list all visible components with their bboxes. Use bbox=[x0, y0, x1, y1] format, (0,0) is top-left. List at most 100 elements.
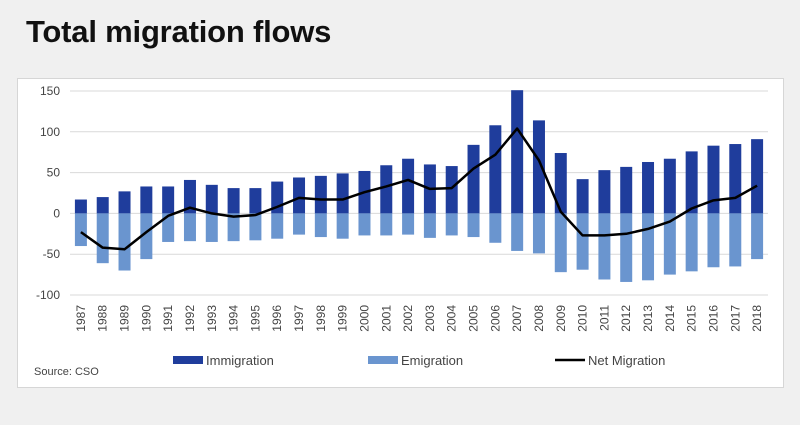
x-tick-label: 2009 bbox=[554, 305, 568, 332]
immigration-bar bbox=[445, 166, 458, 214]
x-tick-label: 2004 bbox=[445, 305, 459, 332]
immigration-bar bbox=[336, 173, 349, 214]
x-tick-label: 2008 bbox=[532, 305, 546, 332]
immigration-bar bbox=[314, 175, 327, 214]
emigration-bar bbox=[205, 213, 218, 242]
x-tick-label: 1993 bbox=[205, 305, 219, 332]
page-title: Total migration flows bbox=[26, 14, 332, 49]
x-tick-label: 2012 bbox=[619, 305, 633, 332]
x-tick-label: 1994 bbox=[227, 305, 241, 332]
chart-card: 150 100 50 0 -50 -100 1987 1988 1989 1990 1991 199… bbox=[17, 78, 784, 388]
x-tick-label: 2011 bbox=[597, 305, 611, 331]
x-tick-label: 2001 bbox=[379, 305, 393, 332]
y-tick-label: 100 bbox=[40, 125, 60, 139]
immigration-bar bbox=[205, 184, 218, 214]
emigration-bar bbox=[293, 213, 306, 235]
emigration-bar bbox=[620, 213, 633, 282]
emigration-bar bbox=[532, 213, 545, 254]
emigration-bar bbox=[358, 213, 371, 236]
immigration-bar bbox=[663, 158, 676, 214]
x-tick-label: 1998 bbox=[314, 305, 328, 332]
emigration-bar bbox=[751, 213, 764, 260]
x-tick-label: 1997 bbox=[292, 305, 306, 332]
emigration-bar bbox=[183, 213, 196, 242]
x-tick-label: 2005 bbox=[467, 305, 481, 332]
x-tick-label: 2013 bbox=[641, 305, 655, 332]
x-tick-label: 1995 bbox=[248, 305, 262, 332]
emigration-bar bbox=[663, 213, 676, 275]
emigration-bar bbox=[467, 213, 480, 238]
immigration-bar bbox=[489, 125, 502, 214]
immigration-bar bbox=[140, 186, 153, 214]
x-tick-label: 2002 bbox=[401, 305, 415, 332]
immigration-bar bbox=[598, 170, 611, 214]
x-tick-label: 1990 bbox=[139, 305, 153, 332]
y-tick-label: 0 bbox=[53, 206, 60, 220]
x-tick-label: 2000 bbox=[357, 305, 371, 332]
y-tick-label: 50 bbox=[47, 166, 61, 180]
immigration-bar bbox=[511, 90, 524, 214]
immigration-bar bbox=[620, 166, 633, 214]
x-tick-label: 1989 bbox=[118, 305, 132, 332]
immigration-bar bbox=[751, 139, 764, 214]
net-migration-line bbox=[80, 127, 758, 251]
x-tick-label: 2018 bbox=[750, 305, 764, 332]
emigration-bar bbox=[489, 213, 502, 243]
emigration-bar bbox=[598, 213, 611, 280]
x-tick-label: 2003 bbox=[423, 305, 437, 332]
immigration-bar bbox=[183, 179, 196, 214]
immigration-bar bbox=[380, 165, 393, 214]
legend-swatch-emigration bbox=[368, 356, 398, 364]
migration-chart: 150 100 50 0 -50 -100 1987 1988 1989 1990 1991 199… bbox=[36, 84, 768, 368]
y-tick-label: -100 bbox=[36, 288, 60, 302]
legend-label-net-migration: Net Migration bbox=[588, 353, 665, 368]
source-note: Source: CSO bbox=[34, 366, 99, 378]
emigration-bar bbox=[380, 213, 393, 236]
emigration-bar bbox=[402, 213, 415, 235]
emigration-bar bbox=[249, 213, 262, 241]
x-tick-label: 2010 bbox=[576, 305, 590, 332]
immigration-bar bbox=[227, 188, 240, 214]
immigration-bar bbox=[96, 197, 109, 214]
emigration-bar bbox=[118, 213, 131, 271]
x-tick-label: 1999 bbox=[336, 305, 350, 332]
legend-swatch-immigration bbox=[173, 356, 203, 364]
immigration-bar bbox=[402, 158, 415, 214]
y-tick-label: 150 bbox=[40, 84, 60, 98]
immigration-bar bbox=[162, 186, 175, 214]
immigration-bar bbox=[642, 161, 655, 214]
immigration-bar bbox=[293, 177, 306, 214]
x-tick-label: 2006 bbox=[488, 305, 502, 332]
emigration-bar bbox=[227, 213, 240, 242]
emigration-bar bbox=[74, 213, 87, 247]
x-tick-label: 2007 bbox=[510, 305, 524, 332]
immigration-bar bbox=[554, 153, 567, 214]
emigration-bar bbox=[423, 213, 436, 238]
immigration-bar bbox=[118, 191, 131, 214]
emigration-bar bbox=[314, 213, 327, 238]
immigration-bar bbox=[576, 179, 589, 214]
emigration-bar bbox=[707, 213, 720, 268]
immigration-bar bbox=[249, 188, 262, 214]
y-tick-label: -50 bbox=[43, 247, 61, 261]
emigration-bar bbox=[271, 213, 284, 239]
immigration-bar bbox=[532, 120, 545, 214]
immigration-bar bbox=[74, 199, 87, 214]
immigration-bar bbox=[729, 144, 742, 214]
emigration-bar bbox=[336, 213, 349, 239]
x-tick-label: 1987 bbox=[74, 305, 88, 332]
legend-label-emigration: Emigration bbox=[401, 353, 463, 368]
x-tick-label: 1991 bbox=[161, 305, 175, 332]
x-tick-label: 1988 bbox=[96, 305, 110, 332]
emigration-bar bbox=[685, 213, 698, 272]
immigration-bar bbox=[685, 151, 698, 214]
emigration-bar bbox=[554, 213, 567, 273]
emigration-bar bbox=[445, 213, 458, 236]
emigration-bar bbox=[729, 213, 742, 267]
x-tick-label: 1992 bbox=[183, 305, 197, 332]
immigration-bar bbox=[467, 144, 480, 214]
emigration-bar bbox=[642, 213, 655, 281]
x-tick-label: 2015 bbox=[685, 305, 699, 332]
x-tick-label: 2014 bbox=[663, 305, 677, 332]
emigration-bar bbox=[162, 213, 175, 242]
